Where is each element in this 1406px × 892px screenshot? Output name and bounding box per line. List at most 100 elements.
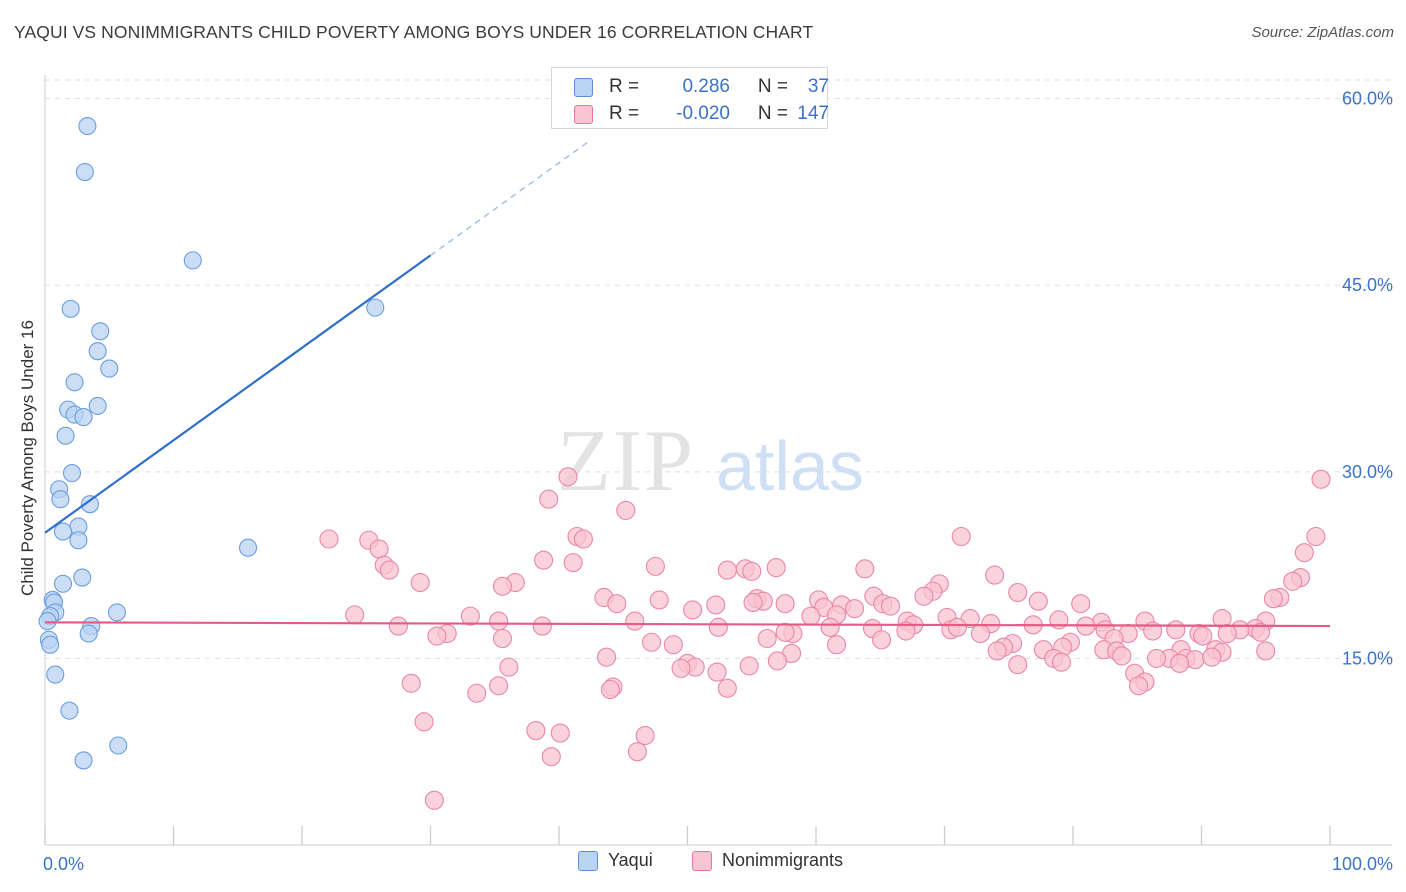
stats-legend: R = 0.286 N = 37 R = -0.020 N = 147 [551, 67, 829, 129]
r-value: -0.020 [676, 103, 730, 124]
legend-label-nonimmigrants: Nonimmigrants [722, 850, 844, 870]
nonimmigrants-legend-swatch [692, 850, 712, 871]
n-value: 147 [797, 103, 829, 124]
nonimmigrants-point [319, 529, 339, 549]
yaqui-point [69, 531, 88, 550]
nonimmigrants-point [596, 647, 617, 667]
nonimmigrants-point [649, 590, 669, 610]
r-label: R = [609, 76, 640, 97]
yaqui-point [53, 574, 73, 593]
nonimmigrants-point [645, 556, 665, 576]
yaqui-point [238, 538, 258, 557]
nonimmigrants-point [844, 599, 865, 619]
yaqui-point [51, 490, 70, 509]
y-tick-label: 30.0% [1342, 462, 1393, 482]
x-tick-label: 100.0% [1332, 854, 1393, 874]
legend-label-yaqui: Yaqui [608, 850, 653, 870]
nonimmigrants-point [914, 586, 934, 606]
nonimmigrants-point [410, 572, 430, 593]
nonimmigrants-point [1028, 591, 1048, 611]
yaqui-trend-extension [430, 139, 592, 256]
stats-legend-row-yaqui: R = 0.286 N = 37 [574, 74, 829, 100]
source-credit: Source: ZipAtlas.com [1251, 24, 1394, 41]
n-label: N = [757, 76, 788, 97]
nonimmigrants-point [489, 676, 509, 696]
nonimmigrants-point [607, 594, 627, 614]
nonimmigrants-point [467, 683, 487, 703]
nonimmigrants-point [1311, 469, 1331, 489]
nonimmigrants-trend-line [44, 621, 1331, 628]
nonimmigrants-point [987, 641, 1007, 661]
nonimmigrants-point [558, 467, 578, 487]
nonimmigrants-point [534, 550, 554, 570]
yaqui-point [53, 522, 73, 541]
tick-labels: 15.0% 30.0% 45.0% 60.0% 0.0% 100.0% [43, 89, 1393, 874]
yaqui-point [88, 396, 107, 415]
yaqui-point [61, 299, 80, 318]
nonimmigrants-point [532, 616, 552, 636]
nonimmigrants-point [616, 500, 636, 520]
yaqui-point [366, 298, 385, 317]
y-tick-label: 45.0% [1342, 275, 1393, 295]
nonimmigrants-point [627, 742, 647, 762]
nonimmigrants-point [1283, 571, 1303, 591]
yaqui-point [65, 373, 84, 392]
nonimmigrants-point [1202, 647, 1222, 667]
nonimmigrants-point [1251, 622, 1271, 642]
y-tick-label: 60.0% [1342, 89, 1393, 109]
nonimmigrants-point [820, 617, 840, 637]
nonimmigrants-point [550, 723, 570, 743]
watermark-zip: ZIP [557, 413, 695, 510]
y-axis-label: Child Poverty Among Boys Under 16 [18, 320, 37, 596]
yaqui-point [79, 624, 98, 643]
legend-item-yaqui: Yaqui [578, 850, 653, 871]
nonimmigrants-point [492, 628, 513, 649]
yaqui-point [100, 359, 119, 378]
nonimmigrants-point [801, 606, 821, 626]
yaqui-point [74, 408, 93, 427]
nonimmigrants-point [970, 623, 991, 644]
nonimmigrants-point [775, 594, 795, 614]
nonimmigrants-point [855, 559, 875, 579]
yaqui-point [46, 665, 65, 684]
nonimmigrants-point [1256, 641, 1276, 661]
yaqui-point [74, 751, 93, 770]
yaqui-point [80, 495, 100, 514]
nonimmigrants-point [739, 656, 759, 676]
nonimmigrants-point [573, 529, 593, 549]
chart-title: YAQUI VS NONIMMIGRANTS CHILD POVERTY AMO… [14, 22, 814, 42]
nonimmigrants-point [625, 611, 645, 631]
nonimmigrants-point [896, 621, 916, 641]
nonimmigrants-point [766, 558, 786, 578]
nonimmigrants-point [1294, 543, 1314, 563]
yaqui-swatch [574, 77, 593, 97]
nonimmigrants-point [951, 526, 971, 547]
nonimmigrants-point [401, 673, 421, 693]
nonimmigrants-point [717, 560, 737, 580]
trend-lines [44, 139, 1331, 628]
watermark-atlas: atlas [716, 427, 864, 505]
nonimmigrants-point [499, 657, 519, 677]
nonimmigrants-point [379, 560, 399, 580]
stats-legend-row-nonimmigrants: R = -0.020 N = 147 [574, 101, 829, 127]
nonimmigrants-point [600, 679, 620, 700]
yaqui-point [91, 322, 110, 341]
nonimmigrants-swatch [574, 104, 593, 124]
nonimmigrants-point [539, 489, 559, 509]
nonimmigrants-point [345, 605, 365, 625]
nonimmigrants-point [526, 721, 546, 741]
nonimmigrants-point [369, 539, 389, 559]
nonimmigrants-point [827, 635, 847, 655]
nonimmigrants-point [708, 617, 728, 637]
yaqui-point [62, 464, 82, 483]
yaqui-point [78, 116, 97, 136]
nonimmigrants-point [717, 678, 737, 698]
bottom-legend: Yaqui Nonimmigrants [0, 850, 1406, 880]
y-tick-label: 15.0% [1342, 648, 1393, 668]
nonimmigrants-point [1146, 648, 1167, 668]
nonimmigrants-point [671, 658, 691, 678]
yaqui-point [75, 162, 94, 182]
n-value: 37 [807, 76, 829, 97]
r-label: R = [609, 103, 640, 124]
nonimmigrants-point [683, 600, 703, 620]
